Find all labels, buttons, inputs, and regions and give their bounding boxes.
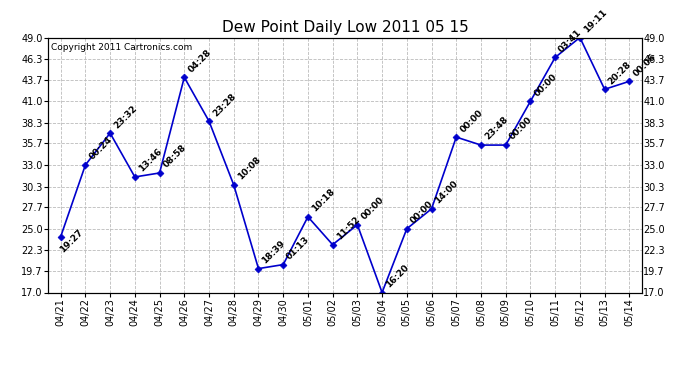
Text: 08:58: 08:58 xyxy=(161,143,188,170)
Text: 10:18: 10:18 xyxy=(310,187,337,214)
Text: 01:13: 01:13 xyxy=(285,235,312,261)
Text: 13:46: 13:46 xyxy=(137,147,164,174)
Text: Copyright 2011 Cartronics.com: Copyright 2011 Cartronics.com xyxy=(51,43,193,52)
Text: 23:32: 23:32 xyxy=(112,104,139,130)
Text: 03:41: 03:41 xyxy=(557,28,584,54)
Text: 19:27: 19:27 xyxy=(58,228,85,254)
Text: 23:28: 23:28 xyxy=(211,92,237,118)
Text: 00:00: 00:00 xyxy=(408,199,435,226)
Text: 10:08: 10:08 xyxy=(236,155,262,182)
Text: 00:24: 00:24 xyxy=(88,135,114,162)
Text: 00:00: 00:00 xyxy=(458,108,484,134)
Text: 23:48: 23:48 xyxy=(483,115,510,142)
Text: 00:00: 00:00 xyxy=(359,195,386,222)
Title: Dew Point Daily Low 2011 05 15: Dew Point Daily Low 2011 05 15 xyxy=(221,20,469,35)
Text: 00:00: 00:00 xyxy=(533,72,559,98)
Text: 16:20: 16:20 xyxy=(384,263,411,290)
Text: 18:39: 18:39 xyxy=(260,239,287,266)
Text: 11:52: 11:52 xyxy=(335,215,362,242)
Text: 00:06: 00:06 xyxy=(631,52,658,78)
Text: 20:28: 20:28 xyxy=(607,60,633,86)
Text: 19:11: 19:11 xyxy=(582,8,609,34)
Text: 04:28: 04:28 xyxy=(186,48,213,74)
Text: 14:00: 14:00 xyxy=(433,179,460,206)
Text: 00:00: 00:00 xyxy=(508,116,534,142)
